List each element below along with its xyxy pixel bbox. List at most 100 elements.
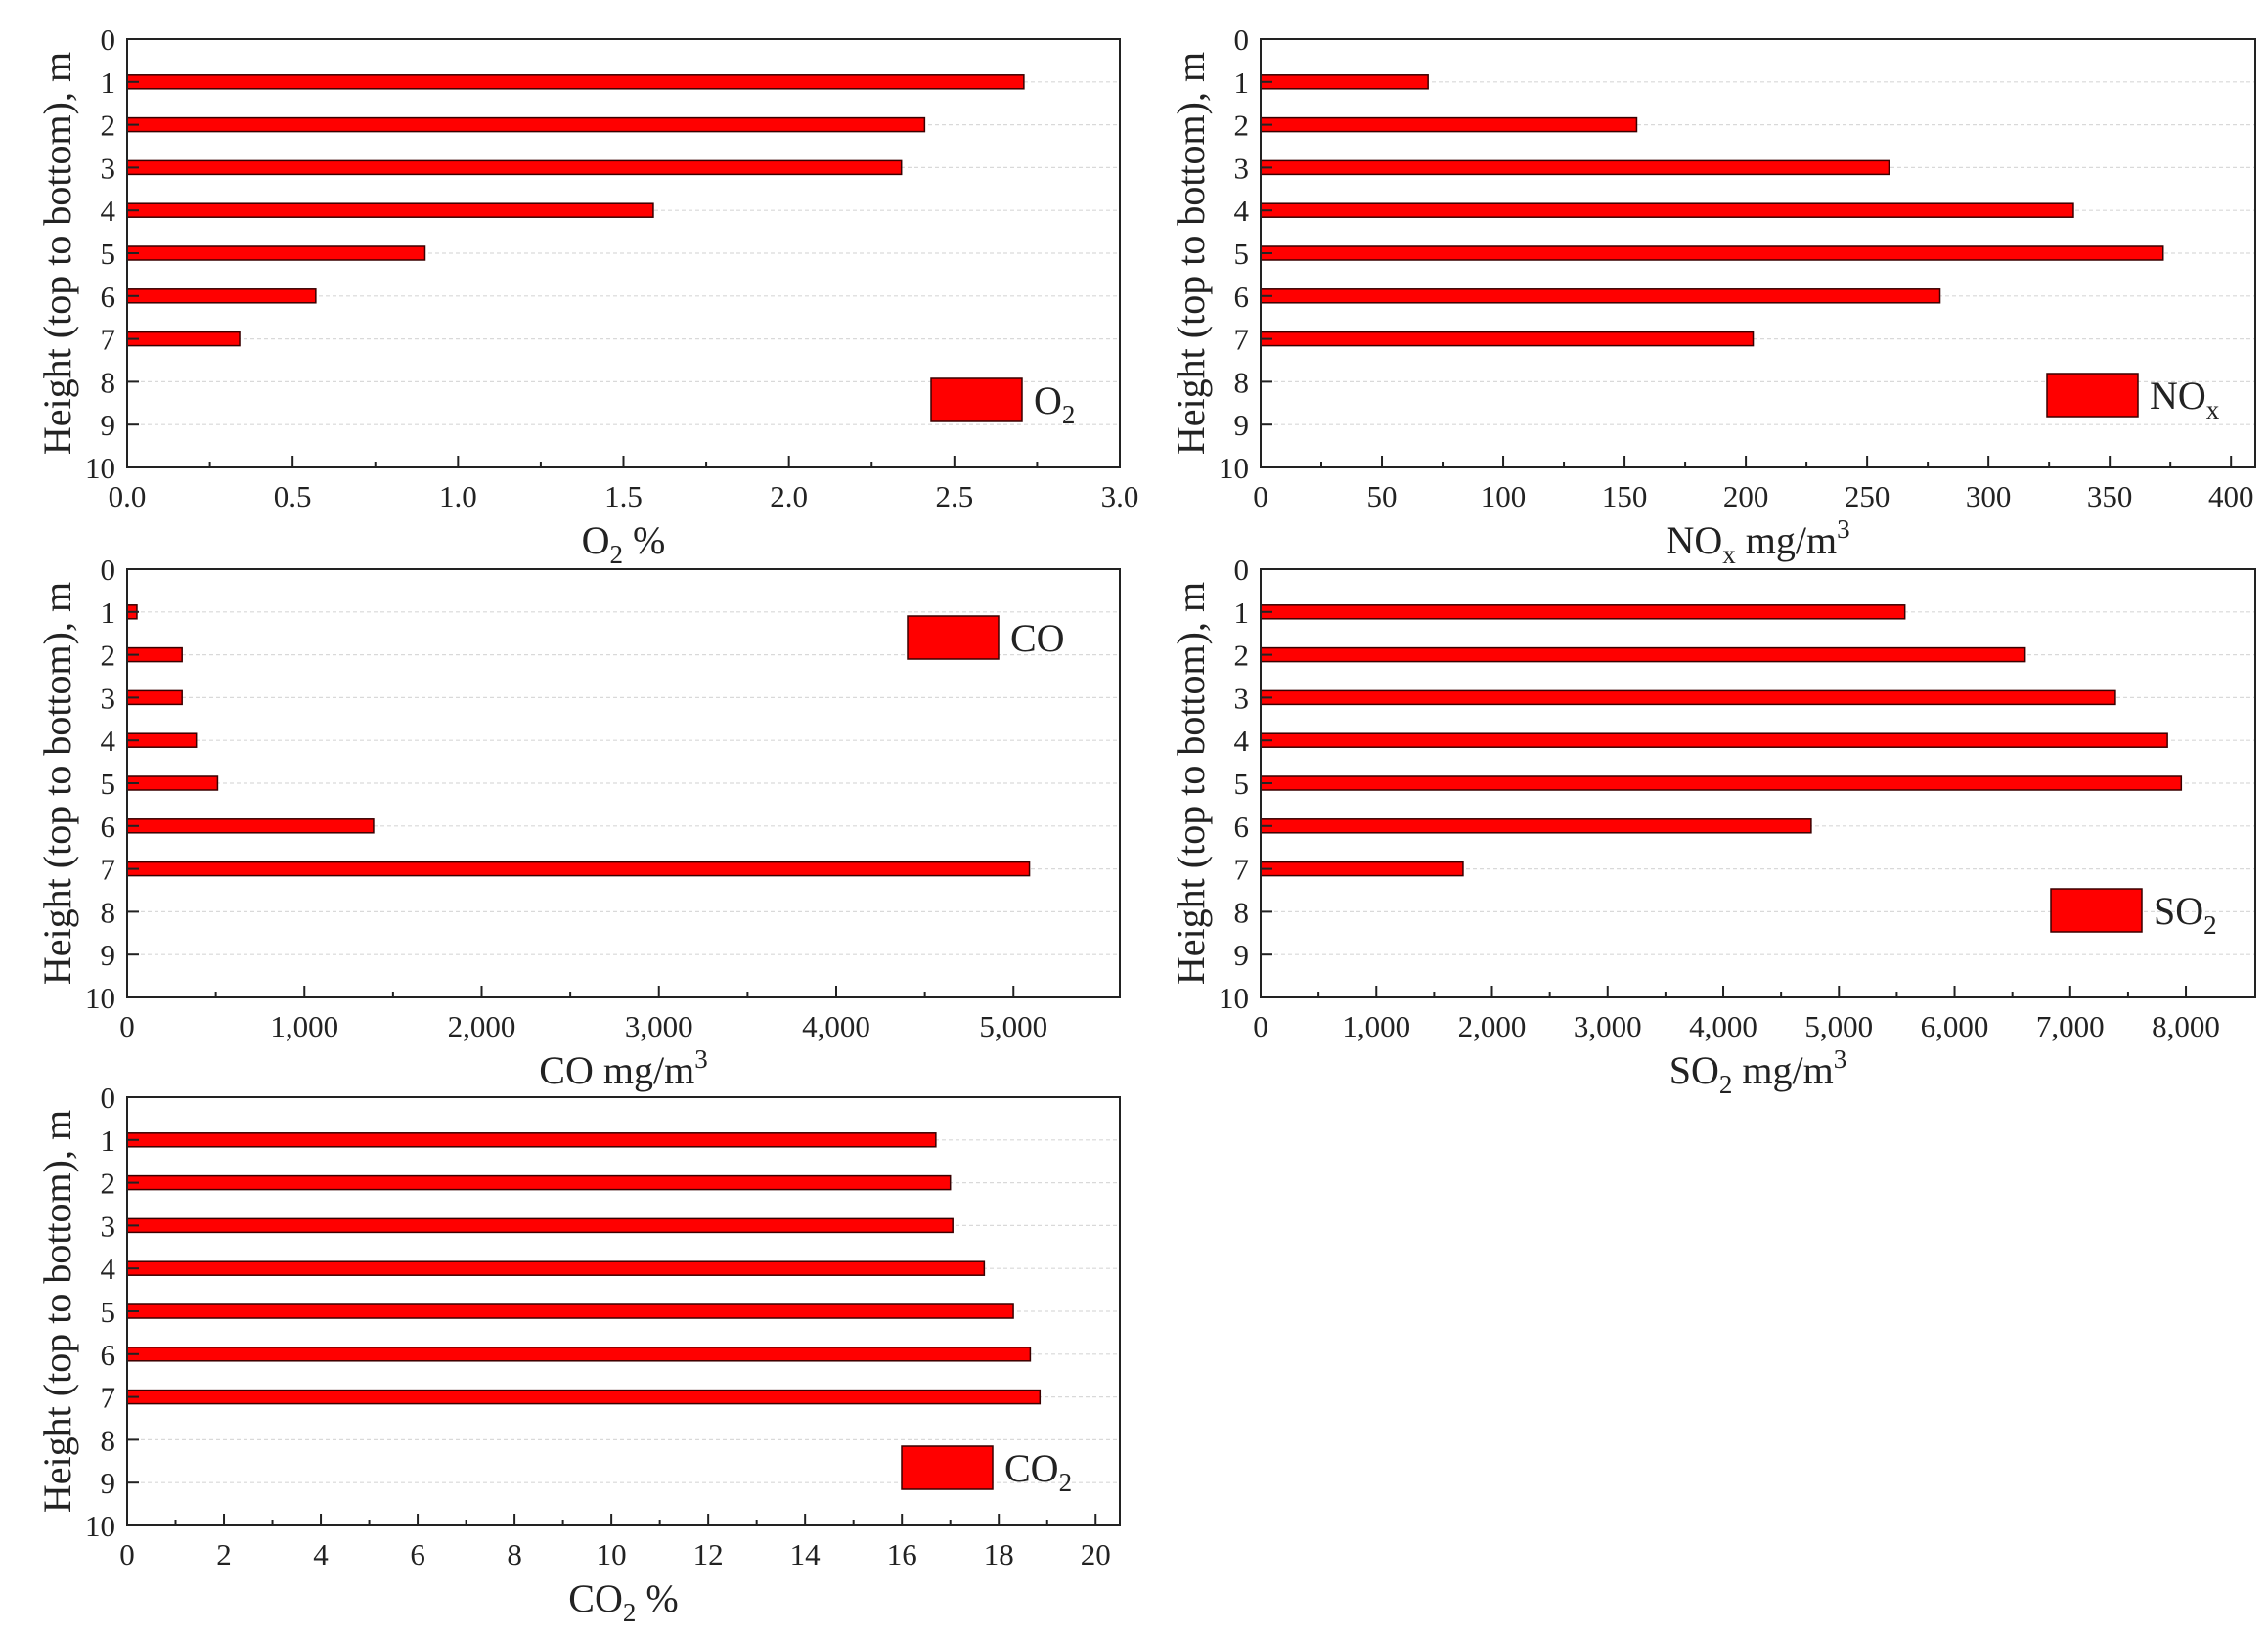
y-tick-label: 4: [1234, 194, 1250, 228]
y-tick-label: 2: [1234, 639, 1250, 673]
y-tick-label: 0: [1234, 552, 1250, 587]
x-tick-label: 6,000: [1921, 1009, 1989, 1043]
x-axis-title-rest: mg/m: [1732, 1048, 1833, 1092]
y-tick-label: 1: [101, 1124, 116, 1158]
bar-height-4: [1260, 202, 2074, 218]
x-tick-label: 8,000: [2152, 1009, 2220, 1043]
y-tick-label: 10: [1219, 451, 1249, 485]
legend-swatch: [2046, 373, 2139, 418]
y-tick-label: 9: [101, 938, 116, 972]
x-tick-label: 4: [313, 1537, 329, 1571]
legend-label-main: CO: [1004, 1446, 1059, 1490]
bar-height-3: [1260, 159, 1890, 176]
x-tick-label: 4,000: [802, 1009, 870, 1043]
bar-height-4: [1260, 732, 2168, 748]
x-axis-title-sub: 2: [610, 540, 624, 569]
x-axis-title-sub: 2: [1719, 1070, 1733, 1099]
bar-height-5: [1260, 775, 2183, 791]
y-tick-label: 2: [1234, 109, 1250, 143]
x-tick-label: 3,000: [625, 1009, 693, 1043]
y-tick-label: 10: [85, 981, 115, 1015]
y-tick-label: 3: [101, 151, 116, 185]
y-tick-label: 4: [101, 1252, 116, 1286]
y-tick-label: 3: [1234, 151, 1250, 185]
legend-label: SO2: [2154, 889, 2217, 940]
y-tick-label: 7: [101, 1381, 116, 1415]
y-tick-label: 7: [1234, 323, 1250, 357]
legend-label: CO: [1010, 616, 1065, 660]
y-tick-label: 5: [1234, 767, 1250, 801]
bar-height-2: [126, 116, 926, 133]
x-tick-label: 2: [216, 1537, 232, 1571]
y-tick-label: 3: [101, 681, 116, 715]
bar-height-7: [1260, 331, 1755, 347]
y-tick-label: 9: [1234, 408, 1250, 442]
x-tick-label: 10: [597, 1537, 627, 1571]
bar-height-7: [126, 861, 1031, 877]
x-tick-label: 50: [1367, 479, 1398, 513]
x-tick-label: 3,000: [1574, 1009, 1642, 1043]
x-tick-label: 0: [119, 1009, 135, 1043]
y-tick-label: 8: [1234, 365, 1250, 399]
legend-label-main: CO: [1010, 616, 1065, 660]
bar-height-4: [126, 202, 654, 218]
y-tick-label: 5: [101, 237, 116, 271]
x-axis-title-rest: %: [636, 1576, 678, 1620]
bar-height-5: [126, 245, 426, 261]
y-tick-label: 1: [1234, 596, 1250, 630]
y-tick-label: 0: [101, 1081, 116, 1115]
y-tick-label: 5: [101, 767, 116, 801]
x-tick-label: 2.0: [770, 479, 808, 513]
bar-height-3: [1260, 689, 2116, 706]
y-tick-label: 9: [101, 1466, 116, 1500]
y-tick-label: 2: [101, 639, 116, 673]
x-axis-title: NOx mg/m3: [1666, 514, 1849, 569]
y-tick-label: 3: [101, 1209, 116, 1243]
y-axis-title: Height (top to bottom), m: [35, 1110, 79, 1513]
x-tick-label: 400: [2208, 479, 2254, 513]
x-tick-label: 2,000: [1458, 1009, 1527, 1043]
x-tick-label: 350: [2087, 479, 2133, 513]
y-tick-label: 4: [101, 194, 116, 228]
x-tick-label: 0: [1253, 479, 1268, 513]
legend-label: CO2: [1004, 1446, 1072, 1497]
bar-height-1: [1260, 74, 1429, 90]
y-axis-title: Height (top to bottom), m: [1169, 52, 1213, 455]
x-axis-title: O2 %: [582, 518, 666, 569]
x-tick-label: 7,000: [2036, 1009, 2105, 1043]
y-tick-label: 6: [101, 1338, 116, 1372]
x-axis-title-rest: mg/m: [1736, 518, 1837, 562]
y-tick-label: 6: [101, 810, 116, 844]
y-tick-label: 2: [101, 109, 116, 143]
y-tick-label: 4: [1234, 724, 1250, 758]
bar-height-1: [126, 1132, 937, 1148]
x-tick-label: 8: [507, 1537, 522, 1571]
x-axis-title-sup: 3: [1834, 1044, 1847, 1074]
x-tick-label: 2.5: [935, 479, 973, 513]
y-tick-label: 8: [1234, 895, 1250, 929]
x-tick-label: 1,000: [1342, 1009, 1410, 1043]
bar-height-2: [126, 1174, 952, 1191]
bar-height-2: [1260, 116, 1638, 133]
y-tick-label: 9: [101, 408, 116, 442]
bar-height-1: [1260, 604, 1906, 620]
x-axis-title-main: CO mg/m: [539, 1048, 694, 1092]
x-axis-title-sup: 3: [1837, 514, 1850, 544]
legend-label-sub: 2: [2203, 910, 2217, 940]
y-tick-label: 7: [1234, 853, 1250, 887]
y-tick-label: 6: [1234, 280, 1250, 314]
legend-label-sub: 2: [1062, 400, 1076, 429]
x-axis-title-sub: 2: [623, 1598, 637, 1627]
x-tick-label: 250: [1845, 479, 1890, 513]
y-tick-label: 1: [101, 66, 116, 100]
legend-label-main: SO: [2154, 889, 2203, 933]
x-tick-label: 1.5: [604, 479, 643, 513]
bar-height-5: [126, 775, 219, 791]
bar-height-7: [126, 1389, 1042, 1405]
x-tick-label: 6: [410, 1537, 425, 1571]
bar-height-6: [1260, 288, 1941, 304]
legend-swatch: [2050, 888, 2143, 933]
